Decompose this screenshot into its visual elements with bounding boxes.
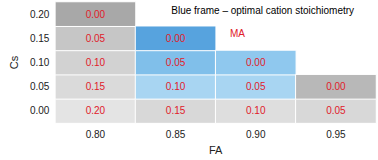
svg-text:0.05: 0.05 xyxy=(326,105,346,116)
svg-text:0.20: 0.20 xyxy=(30,9,50,20)
svg-text:0.95: 0.95 xyxy=(326,129,346,140)
svg-text:0.80: 0.80 xyxy=(86,129,106,140)
svg-text:MA: MA xyxy=(230,28,245,39)
svg-text:0.20: 0.20 xyxy=(86,105,106,116)
svg-text:0.05: 0.05 xyxy=(86,33,106,44)
svg-text:0.05: 0.05 xyxy=(166,57,186,68)
svg-text:0.00: 0.00 xyxy=(166,33,186,44)
svg-text:0.15: 0.15 xyxy=(86,81,106,92)
svg-text:0.05: 0.05 xyxy=(246,81,266,92)
svg-text:0.00: 0.00 xyxy=(30,105,50,116)
svg-text:FA: FA xyxy=(209,144,223,156)
svg-text:0.10: 0.10 xyxy=(86,57,106,68)
svg-text:0.00: 0.00 xyxy=(246,57,266,68)
svg-text:0.00: 0.00 xyxy=(86,9,106,20)
svg-text:0.15: 0.15 xyxy=(166,105,186,116)
svg-text:0.85: 0.85 xyxy=(166,129,186,140)
svg-text:0.15: 0.15 xyxy=(30,33,50,44)
svg-text:Blue frame – optimal cation st: Blue frame – optimal cation stoichiometr… xyxy=(171,5,354,16)
svg-text:0.05: 0.05 xyxy=(30,81,50,92)
svg-text:0.10: 0.10 xyxy=(166,81,186,92)
svg-text:0.10: 0.10 xyxy=(30,57,50,68)
svg-text:0.90: 0.90 xyxy=(246,129,266,140)
svg-text:Cs: Cs xyxy=(8,55,20,69)
svg-text:0.10: 0.10 xyxy=(246,105,266,116)
svg-text:0.00: 0.00 xyxy=(326,81,346,92)
